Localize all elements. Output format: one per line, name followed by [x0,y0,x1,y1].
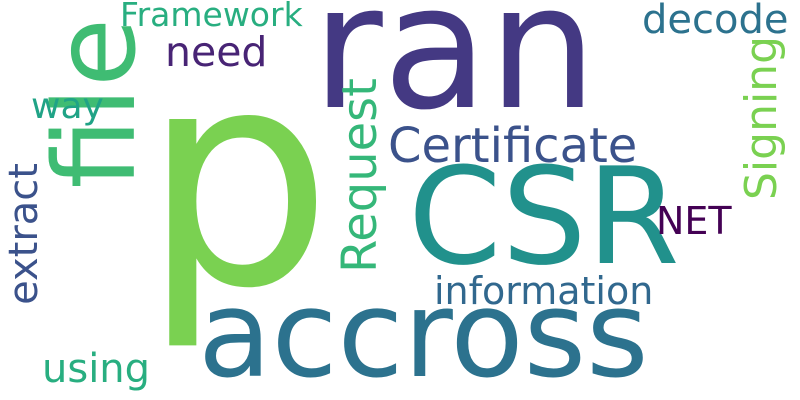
word-way: way [31,86,104,127]
word-certificate: Certificate [388,118,638,174]
word-extract: extract [1,163,47,305]
word-accross: accross [198,266,649,400]
word-csr: CSR [408,139,680,295]
word-net: NET [656,199,732,243]
word-p: p [142,5,333,354]
word-need: need [165,28,268,76]
word-information: information [434,269,654,313]
word-request: Request [332,78,388,273]
word-using: using [42,346,151,392]
word-decode: decode [642,0,789,43]
word-framework: Framework [120,0,303,34]
word-ran: ran [312,0,598,148]
word-signing: Signing [736,36,787,201]
